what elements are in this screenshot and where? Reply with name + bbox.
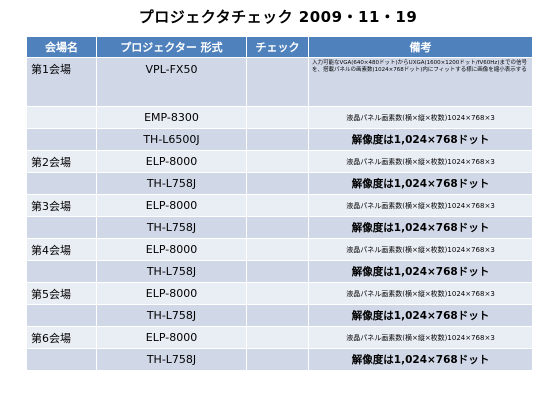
table-row: 第1会場 VPL-FX50 入力可能なVGA(640×480ドット)からUXGA… xyxy=(26,57,533,107)
note-cell: 液晶パネル画素数(横×縦×枚数)1024×768×3 xyxy=(308,238,533,261)
projector-cell: TH-L758J xyxy=(96,216,247,239)
projector-cell: TH-L758J xyxy=(96,348,247,371)
projector-cell: TH-L758J xyxy=(96,304,247,327)
page-title: プロジェクタチェック 2009・11・19 xyxy=(138,8,418,26)
check-cell[interactable] xyxy=(246,238,309,261)
projector-cell: ELP-8000 xyxy=(96,194,247,217)
note-cell: 入力可能なVGA(640×480ドット)からUXGA(1600×1200ドット/… xyxy=(308,57,533,107)
note-cell: 液晶パネル画素数(横×縦×枚数)1024×768×3 xyxy=(308,194,533,217)
check-cell[interactable] xyxy=(246,57,309,107)
table-row: TH-L758J 解像度は1,024×768ドット xyxy=(26,304,533,327)
projector-cell: ELP-8000 xyxy=(96,238,247,261)
note-cell: 液晶パネル画素数(横×縦×枚数)1024×768×3 xyxy=(308,106,533,129)
check-cell[interactable] xyxy=(246,326,309,349)
note-cell: 解像度は1,024×768ドット xyxy=(308,304,533,327)
venue-cell: 第5会場 xyxy=(26,282,97,305)
note-cell: 解像度は1,024×768ドット xyxy=(308,128,533,151)
projector-cell: TH-L758J xyxy=(96,172,247,195)
check-cell[interactable] xyxy=(246,304,309,327)
projector-cell: ELP-8000 xyxy=(96,150,247,173)
check-cell[interactable] xyxy=(246,150,309,173)
projector-cell: TH-L6500J xyxy=(96,128,247,151)
check-cell[interactable] xyxy=(246,260,309,283)
venue-cell: 第2会場 xyxy=(26,150,97,173)
venue-cell xyxy=(26,128,97,151)
check-cell[interactable] xyxy=(246,282,309,305)
table-row: TH-L758J 解像度は1,024×768ドット xyxy=(26,172,533,195)
venue-cell: 第1会場 xyxy=(26,57,97,107)
note-cell: 液晶パネル画素数(横×縦×枚数)1024×768×3 xyxy=(308,282,533,305)
check-cell[interactable] xyxy=(246,348,309,371)
projector-cell: TH-L758J xyxy=(96,260,247,283)
check-cell[interactable] xyxy=(246,106,309,129)
table-row: 第5会場 ELP-8000 液晶パネル画素数(横×縦×枚数)1024×768×3 xyxy=(26,282,533,305)
venue-cell: 第6会場 xyxy=(26,326,97,349)
projector-cell: EMP-8300 xyxy=(96,106,247,129)
table-row: EMP-8300 液晶パネル画素数(横×縦×枚数)1024×768×3 xyxy=(26,106,533,129)
table-row: TH-L758J 解像度は1,024×768ドット xyxy=(26,260,533,283)
header-check: チェック xyxy=(246,36,309,58)
table-header-row: 会場名 プロジェクター 形式 チェック 備考 xyxy=(26,36,533,58)
venue-cell xyxy=(26,106,97,129)
table-row: TH-L758J 解像度は1,024×768ドット xyxy=(26,348,533,371)
check-cell[interactable] xyxy=(246,216,309,239)
projector-check-table: 会場名 プロジェクター 形式 チェック 備考 第1会場 VPL-FX50 入力可… xyxy=(26,36,533,371)
check-cell[interactable] xyxy=(246,128,309,151)
projector-cell: ELP-8000 xyxy=(96,282,247,305)
venue-cell xyxy=(26,304,97,327)
note-cell: 解像度は1,024×768ドット xyxy=(308,216,533,239)
note-cell: 液晶パネル画素数(横×縦×枚数)1024×768×3 xyxy=(308,150,533,173)
venue-cell: 第4会場 xyxy=(26,238,97,261)
table-row: 第6会場 ELP-8000 液晶パネル画素数(横×縦×枚数)1024×768×3 xyxy=(26,326,533,349)
check-cell[interactable] xyxy=(246,194,309,217)
venue-cell xyxy=(26,172,97,195)
note-cell: 解像度は1,024×768ドット xyxy=(308,260,533,283)
note-cell: 解像度は1,024×768ドット xyxy=(308,348,533,371)
table-row: 第2会場 ELP-8000 液晶パネル画素数(横×縦×枚数)1024×768×3 xyxy=(26,150,533,173)
venue-cell: 第3会場 xyxy=(26,194,97,217)
header-projector: プロジェクター 形式 xyxy=(96,36,247,58)
venue-cell xyxy=(26,260,97,283)
table-row: 第3会場 ELP-8000 液晶パネル画素数(横×縦×枚数)1024×768×3 xyxy=(26,194,533,217)
note-cell: 液晶パネル画素数(横×縦×枚数)1024×768×3 xyxy=(308,326,533,349)
table-row: 第4会場 ELP-8000 液晶パネル画素数(横×縦×枚数)1024×768×3 xyxy=(26,238,533,261)
table-row: TH-L6500J 解像度は1,024×768ドット xyxy=(26,128,533,151)
header-notes: 備考 xyxy=(308,36,533,58)
venue-cell xyxy=(26,216,97,239)
venue-cell xyxy=(26,348,97,371)
projector-cell: ELP-8000 xyxy=(96,326,247,349)
note-cell: 解像度は1,024×768ドット xyxy=(308,172,533,195)
header-venue: 会場名 xyxy=(26,36,97,58)
table-row: TH-L758J 解像度は1,024×768ドット xyxy=(26,216,533,239)
check-cell[interactable] xyxy=(246,172,309,195)
projector-cell: VPL-FX50 xyxy=(96,57,247,107)
